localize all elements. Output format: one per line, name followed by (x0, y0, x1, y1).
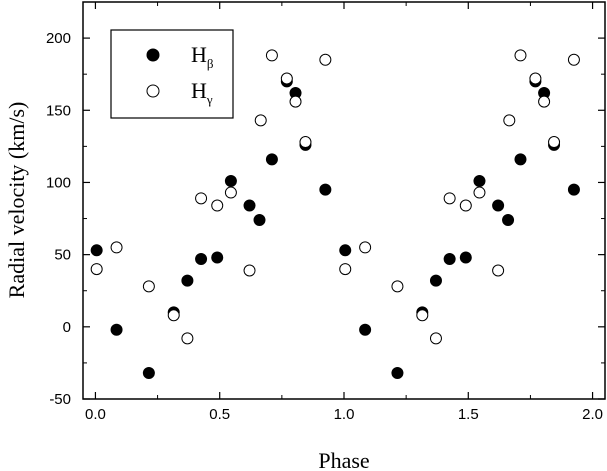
data-point-hbeta (502, 213, 515, 226)
x-tick-label: 0.0 (85, 406, 106, 423)
legend-label-hbeta: Hβ (191, 42, 214, 71)
legend-label-hgamma-sub: γ (206, 92, 213, 107)
y-tick-label: 50 (54, 247, 71, 264)
data-point-hgamma (280, 72, 293, 85)
data-point-hgamma (429, 332, 442, 345)
data-point-hbeta (211, 251, 224, 264)
data-point-hgamma (359, 241, 372, 254)
data-point-hbeta (339, 244, 352, 257)
legend-label-hgamma-main: H (191, 78, 207, 103)
x-tick-label: 0.5 (209, 406, 230, 423)
x-tick-label: 2.0 (582, 406, 603, 423)
legend-marker-filled (146, 48, 160, 62)
data-points (90, 49, 580, 380)
legend-label-hgamma: Hγ (191, 78, 213, 107)
data-point-hbeta (359, 323, 372, 336)
data-point-hgamma (514, 49, 527, 62)
data-point-hgamma (224, 186, 237, 199)
data-point-hgamma (90, 263, 103, 276)
data-point-hgamma (319, 53, 332, 66)
data-point-hgamma (243, 264, 256, 277)
data-point-hgamma (503, 114, 516, 127)
data-point-hgamma (254, 114, 267, 127)
x-tick-label: 1.0 (334, 406, 355, 423)
legend-label-hbeta-sub: β (207, 56, 214, 71)
x-tick-label: 1.5 (458, 406, 479, 423)
data-point-hbeta (473, 175, 486, 188)
y-tick-label: -50 (49, 391, 71, 408)
y-axis: -50 0 50 100 150 200 (46, 30, 605, 408)
data-point-hgamma (289, 95, 302, 108)
data-point-hbeta (243, 199, 256, 212)
data-point-hbeta (459, 251, 472, 264)
y-tick-label: 100 (46, 174, 71, 191)
data-point-hgamma (195, 192, 208, 205)
legend-marker-open (146, 84, 160, 98)
data-point-hgamma (416, 309, 429, 322)
data-point-hbeta (224, 175, 237, 188)
legend-box (110, 29, 234, 119)
data-point-hbeta (265, 153, 278, 166)
data-point-hbeta (253, 213, 266, 226)
data-point-hgamma (492, 264, 505, 277)
data-point-hgamma (548, 136, 561, 149)
data-point-hgamma (391, 280, 404, 293)
data-point-hbeta (319, 183, 332, 196)
data-point-hgamma (142, 280, 155, 293)
data-point-hbeta (514, 153, 527, 166)
data-point-hgamma (167, 309, 180, 322)
data-point-hgamma (567, 53, 580, 66)
y-tick-label: 200 (46, 30, 71, 47)
data-point-hgamma (265, 49, 278, 62)
y-tick-label: 0 (63, 319, 71, 336)
x-axis: 0.0 0.5 1.0 1.5 2.0 (85, 2, 603, 423)
data-point-hgamma (443, 192, 456, 205)
data-point-hgamma (339, 263, 352, 276)
data-point-hbeta (195, 252, 208, 265)
data-point-hbeta (391, 367, 404, 380)
data-point-hgamma (538, 95, 551, 108)
y-tick-label: 150 (46, 102, 71, 119)
x-axis-title: Phase (318, 448, 369, 471)
data-point-hgamma (181, 332, 194, 345)
data-point-hgamma (459, 199, 472, 212)
data-point-hgamma (110, 241, 123, 254)
data-point-hbeta (110, 323, 123, 336)
legend-label-hbeta-main: H (191, 42, 207, 67)
data-point-hgamma (473, 186, 486, 199)
data-point-hbeta (443, 252, 456, 265)
data-point-hgamma (211, 199, 224, 212)
data-point-hbeta (429, 274, 442, 287)
data-point-hgamma (299, 136, 312, 149)
data-point-hbeta (142, 367, 155, 380)
data-point-hgamma (529, 72, 542, 85)
legend: Hβ Hγ (110, 29, 234, 119)
y-axis-title: Radial velocity (km/s) (4, 102, 29, 299)
data-point-hbeta (181, 274, 194, 287)
data-point-hbeta (567, 183, 580, 196)
data-point-hbeta (90, 244, 103, 257)
data-point-hbeta (492, 199, 505, 212)
